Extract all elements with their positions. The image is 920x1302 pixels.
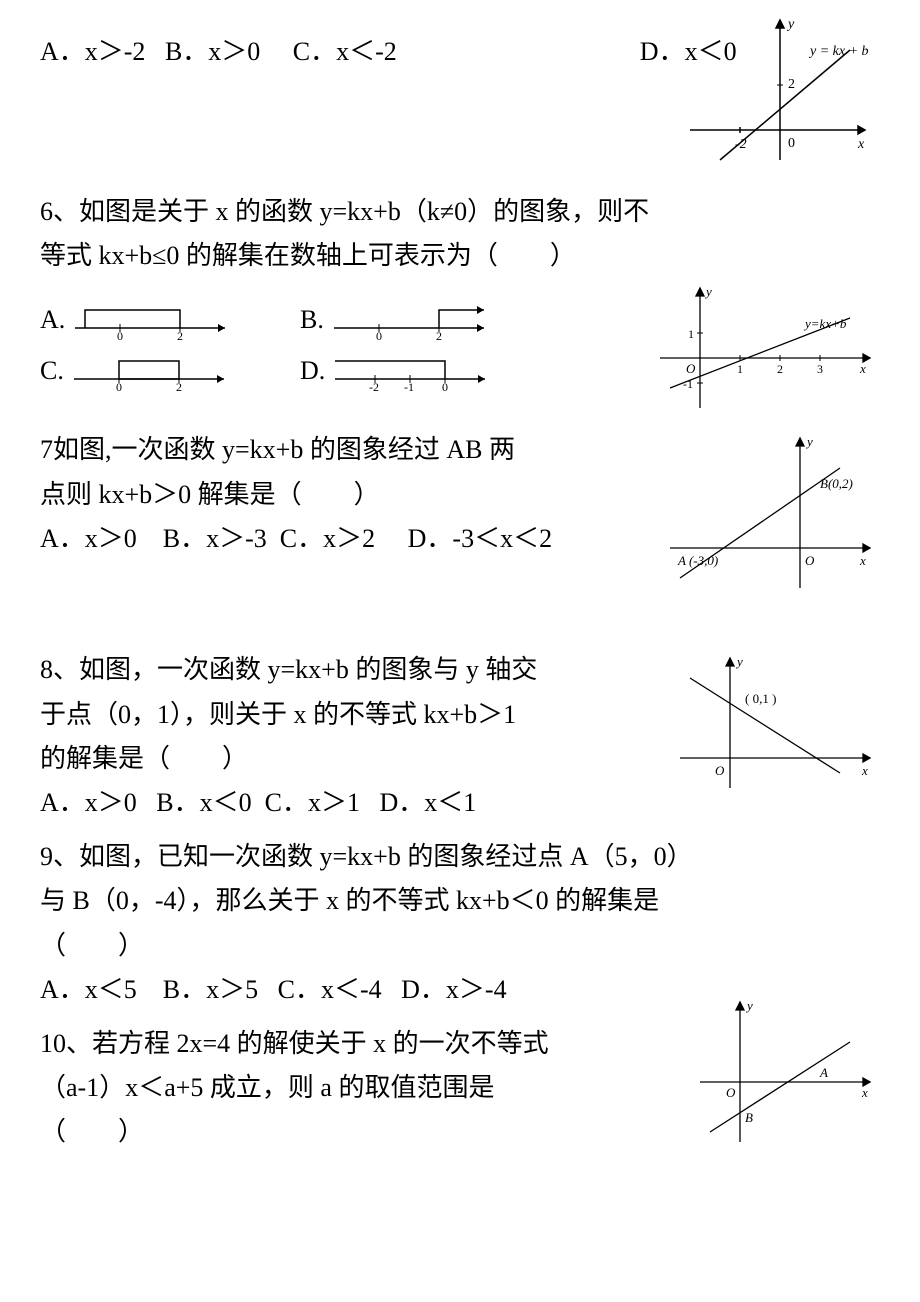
q5-opt-b: B．x＞0 (165, 37, 260, 66)
q6-block: 6、如图是关于 x 的函数 y=kx+b（k≠0）的图象，则不 等式 kx+b≤… (40, 190, 880, 418)
q6-stem1: 6、如图是关于 x 的函数 y=kx+b（k≠0）的图象，则不 (40, 190, 880, 234)
q9-opt-a: A．x＜5 (40, 975, 137, 1004)
q10-A: A (819, 1065, 828, 1080)
q6-O: O (686, 361, 696, 376)
q6-xl: x (859, 361, 866, 376)
q8-block: ( 0,1 ) O x y 8、如图，一次函数 y=kx+b 的图象与 y 轴交… (40, 648, 880, 825)
q9-stem3: （ ） (40, 924, 880, 968)
q10-stem3: （ ） (40, 1110, 630, 1154)
q7-O: O (805, 553, 815, 568)
svg-text:2: 2 (177, 329, 183, 340)
q10-xl: x (861, 1085, 868, 1100)
q5-xlabel: x (857, 137, 865, 152)
svg-text:0: 0 (117, 329, 123, 340)
q7-opt-b: B．x＞-3 (163, 524, 267, 553)
q7-opt-a: A．x＞0 (40, 524, 137, 553)
q5-figure: -2 2 0 x y y = kx + b (680, 10, 880, 170)
q5-origin: 0 (788, 136, 795, 151)
q7-opt-d: D．-3＜x＜2 (408, 524, 552, 553)
q10-O: O (726, 1085, 736, 1100)
q5-ylabel: y (786, 17, 795, 32)
svg-text:0: 0 (442, 380, 448, 391)
q5-opt-a: A．x＞-2 (40, 37, 145, 66)
svg-text:-2: -2 (369, 380, 379, 391)
svg-text:2: 2 (436, 329, 442, 340)
q9-stem1: 9、如图，已知一次函数 y=kx+b 的图象经过点 A（5，0） (40, 835, 880, 879)
q6-xt1: 1 (737, 362, 743, 376)
svg-text:-1: -1 (404, 380, 414, 391)
q6-xt2: 2 (777, 362, 783, 376)
q10-block: A B O x y 10、若方程 2x=4 的解使关于 x 的一次不等式 （a-… (40, 1022, 880, 1172)
q6-eq: y=kx+b (803, 316, 847, 331)
q10-yl: y (745, 998, 753, 1013)
q6-numline-b: 02 (324, 300, 494, 340)
q7-opt-c: C．x＞2 (280, 524, 375, 553)
q8-figure: ( 0,1 ) O x y (670, 648, 880, 798)
q10-stem1: 10、若方程 2x=4 的解使关于 x 的一次不等式 (40, 1022, 630, 1066)
q8-opt-a: A．x＞0 (40, 788, 137, 817)
q6-numline-c: 02 (64, 351, 234, 391)
q7-figure: A (-3,0) B(0,2) O x y (660, 428, 880, 598)
q10-B: B (745, 1110, 753, 1125)
q6-numline-a: 02 (65, 300, 235, 340)
q6-opt-c: C. (40, 349, 64, 393)
q8-opt-c: C．x＞1 (265, 788, 360, 817)
q9-block: 9、如图，已知一次函数 y=kx+b 的图象经过点 A（5，0） 与 B（0，-… (40, 835, 880, 1012)
q7-A: A (-3,0) (677, 553, 718, 568)
q8-yl: y (735, 654, 743, 669)
q5-opt-c: C．x＜-2 (293, 37, 397, 66)
q5-xtick: -2 (735, 137, 747, 152)
svg-text:2: 2 (176, 380, 182, 391)
q6-numline-d: -2 -1 0 (325, 351, 495, 391)
q5-ytick: 2 (788, 77, 795, 92)
q6-yt2: -1 (683, 377, 693, 391)
q9-opt-b: B．x＞5 (163, 975, 258, 1004)
q8-opt-b: B．x＜0 (156, 788, 251, 817)
q6-opt-d-row: D. -2 -1 0 (300, 349, 560, 393)
q7-B: B(0,2) (820, 476, 853, 491)
q6-stem2: 等式 kx+b≤0 的解集在数轴上可表示为（ ） (40, 234, 880, 278)
q5-block: -2 2 0 x y y = kx + b A．x＞-2 B．x＞0 C．x＜-… (40, 30, 880, 180)
q8-xl: x (861, 763, 868, 778)
q8-stem1: 8、如图，一次函数 y=kx+b 的图象与 y 轴交 (40, 648, 600, 692)
q6-opt-b: B. (300, 298, 324, 342)
q8-stem2: 于点（0，1），则关于 x 的不等式 kx+b＞1 (40, 693, 600, 737)
q6-opt-c-row: C. 02 (40, 349, 300, 393)
q10-stem2: （a-1）x＜a+5 成立，则 a 的取值范围是 (40, 1066, 630, 1110)
q8-O: O (715, 763, 725, 778)
q9-opt-c: C．x＜-4 (278, 975, 382, 1004)
q6-xt3: 3 (817, 362, 823, 376)
q6-opt-a-row: A. 02 (40, 298, 300, 342)
q6-yt1: 1 (688, 327, 694, 341)
q9-opt-d: D．x＞-4 (401, 975, 506, 1004)
q8-opt-d: D．x＜1 (379, 788, 476, 817)
q8-pt: ( 0,1 ) (745, 691, 776, 706)
q9-stem2: 与 B（0，-4），那么关于 x 的不等式 kx+b＜0 的解集是 (40, 879, 880, 923)
svg-text:0: 0 (116, 380, 122, 391)
q6-opt-b-row: B. 02 (300, 298, 560, 342)
svg-text:0: 0 (376, 329, 382, 340)
q7-yl: y (805, 434, 813, 449)
q6-yl: y (704, 284, 712, 299)
q7-block: A (-3,0) B(0,2) O x y 7如图,一次函数 y=kx+b 的图… (40, 428, 880, 608)
q6-figure: 1 2 3 1 -1 O x y y=kx+b (650, 278, 880, 418)
q6-opt-d: D. (300, 349, 325, 393)
q5-eq: y = kx + b (808, 44, 869, 59)
q7-xl: x (859, 553, 866, 568)
q10-figure: A B O x y (690, 992, 880, 1152)
q7-stem1: 7如图,一次函数 y=kx+b 的图象经过 AB 两 (40, 428, 600, 472)
q6-opt-a: A. (40, 298, 65, 342)
q7-stem2: 点则 kx+b＞0 解集是（ ） (40, 473, 600, 517)
q8-stem3: 的解集是（ ） (40, 737, 600, 781)
